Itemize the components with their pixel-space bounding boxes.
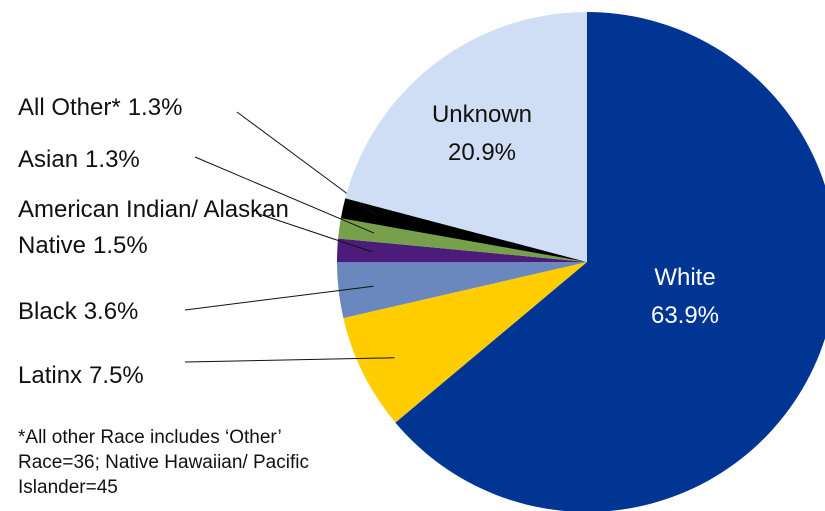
leader-line	[184, 285, 374, 311]
slice-value: 1.3%	[85, 146, 140, 173]
pie-slice	[345, 12, 587, 262]
slice-name: American Indian/ Alaskan Native	[18, 196, 289, 259]
slice-label: Black 3.6%	[18, 294, 308, 330]
leader-line	[184, 357, 395, 363]
pie-slice	[343, 262, 587, 423]
slice-label: Unknown	[432, 101, 532, 128]
pie-slice	[395, 12, 825, 511]
pie-slice	[338, 218, 587, 262]
slice-value: 7.5%	[89, 362, 144, 389]
slice-label: Asian 1.3%	[18, 142, 308, 178]
slice-value: 1.3%	[127, 94, 183, 121]
slice-name: All Other*	[18, 94, 121, 121]
slice-label: All Other* 1.3%	[18, 90, 308, 126]
slice-name: Asian	[18, 146, 79, 173]
slice-value: 3.6%	[83, 298, 139, 325]
slice-label: Latinx 7.5%	[18, 358, 308, 394]
slice-label: American Indian/ Alaskan Native 1.5%	[18, 192, 308, 264]
slice-value: 1.5%	[93, 232, 148, 259]
slice-name: Latinx	[18, 362, 83, 389]
pie-slice	[340, 198, 587, 262]
pie-slice	[337, 262, 587, 319]
slice-name: Black	[18, 298, 77, 325]
pie-slice	[337, 238, 587, 262]
leader-line	[255, 212, 373, 253]
footnote: *All other Race includes ‘Other’ Race=36…	[18, 427, 309, 498]
slice-value: 63.9%	[651, 302, 719, 329]
slice-label: White	[654, 264, 715, 291]
slice-value: 20.9%	[448, 139, 516, 166]
leader-line	[194, 156, 375, 234]
